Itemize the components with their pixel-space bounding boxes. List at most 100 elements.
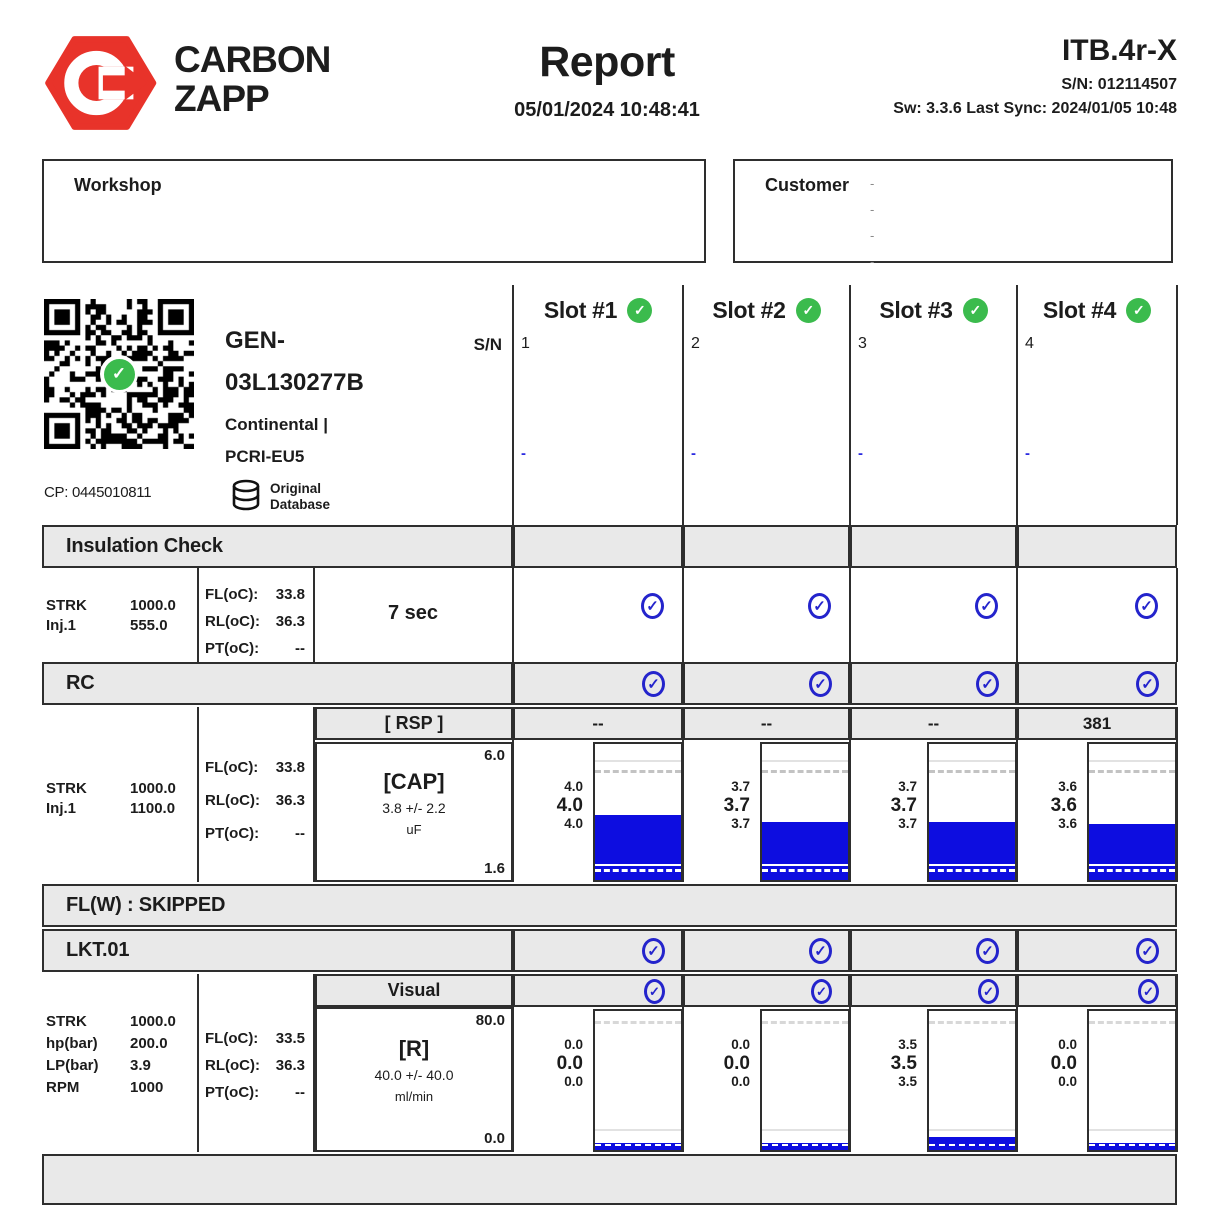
- lower-limit-line: [1089, 1129, 1175, 1131]
- check-ok-icon: ✓: [808, 593, 831, 619]
- lower-limit-line: [929, 864, 1015, 866]
- check-ok-icon: ✓: [809, 938, 832, 964]
- lower-limit-dashed-line: [1089, 869, 1175, 872]
- bar-value-label: 3.7: [898, 779, 917, 794]
- footer-bar: [42, 1154, 1177, 1205]
- lower-limit-dashed-line: [1089, 1144, 1175, 1146]
- slot-pass-icon: ✓: [962, 297, 988, 323]
- slot-serial-number: 4: [1025, 335, 1034, 352]
- slot-divider: [1176, 707, 1178, 882]
- insulation-duration: 7 sec: [387, 602, 439, 624]
- customer-placeholder-rows: - - - -: [870, 171, 874, 275]
- slot-divider: [1176, 974, 1178, 1152]
- brand-line-2: ZAPP: [174, 78, 270, 119]
- brand-line-1: CARBON: [174, 39, 331, 80]
- cap-title: [CAP]: [383, 769, 445, 794]
- bar-value-labels: 4.0 4.0 4.0: [513, 779, 583, 832]
- check-ok-icon: ✓: [975, 593, 998, 619]
- customer-placeholder-dash: -: [870, 228, 875, 243]
- upper-limit-dashed-line: [929, 770, 1015, 773]
- bar-value-labels: 3.6 3.6 3.6: [1017, 779, 1077, 832]
- slot-header-label: Slot #1: [543, 296, 618, 323]
- column-divider: [197, 568, 199, 662]
- slot-divider: [682, 707, 684, 882]
- bar-value-label: 0.0: [556, 1053, 583, 1074]
- injector-cp-code: CP: 0445010811: [44, 484, 152, 501]
- slot-serial-number: 1: [521, 335, 530, 352]
- bar-value-label: 3.7: [723, 795, 750, 816]
- r-temps: FL(oC): 33.5 RL(oC): 36.3 PT(oC): --: [205, 1030, 305, 1101]
- cap-info-box: 6.0 [CAP] 3.8 +/- 2.2 uF 1.6: [315, 742, 513, 882]
- rc-slot-cell: ✓: [850, 662, 1017, 705]
- insulation-params: STRK 1000.0 Inj.1 555.0: [46, 597, 176, 634]
- upper-limit-dashed-line: [595, 770, 681, 773]
- upper-limit-dashed-line: [762, 1021, 848, 1024]
- slot-divider: [1176, 568, 1178, 662]
- insulation-check-cell: ✓: [1135, 593, 1158, 619]
- upper-limit-dashed-line: [1089, 1021, 1175, 1024]
- insulation-check-cell: ✓: [975, 593, 998, 619]
- slot-divider: [1176, 285, 1178, 525]
- slot-header-label: Slot #2: [712, 296, 786, 323]
- bar-panel: [927, 1009, 1017, 1152]
- sn-column-label: S/N: [473, 335, 502, 354]
- bar-value-labels: 3.7 3.7 3.7: [683, 779, 750, 832]
- bar-panel: [1087, 742, 1177, 882]
- bar-value-label: 3.6: [1050, 795, 1077, 816]
- check-ok-icon: ✓: [978, 979, 999, 1004]
- slot-pass-icon: ✓: [1126, 297, 1152, 323]
- slot-pass-icon: ✓: [627, 297, 653, 323]
- bar-value-label: 0.0: [723, 1053, 750, 1074]
- green-check-icon: ✓: [103, 358, 135, 390]
- bar-value-label: 0.0: [1050, 1053, 1077, 1074]
- bar-value-label: 0.0: [1058, 1037, 1077, 1052]
- injector-brand: Continental |: [225, 415, 328, 434]
- slot-header: Slot #3 ✓: [850, 293, 1017, 327]
- visual-slot-cell: ✓: [513, 974, 683, 1007]
- slot-header: Slot #1 ✓: [513, 293, 683, 327]
- column-divider: [313, 568, 315, 662]
- upper-limit-dashed-line: [1089, 770, 1175, 773]
- lkt-slot-cell: ✓: [850, 929, 1017, 972]
- slot-pass-icon: ✓: [795, 297, 821, 323]
- check-ok-icon: ✓: [976, 938, 999, 964]
- bar-value-label: 0.0: [731, 1074, 750, 1089]
- slot-header-label: Slot #4: [1042, 296, 1117, 323]
- slot-divider: [682, 974, 684, 1152]
- customer-box: Customer - - - -: [733, 159, 1173, 269]
- check-ok-icon: ✓: [1138, 979, 1159, 1004]
- rc-title: RC: [66, 672, 95, 694]
- upper-limit-line: [595, 760, 681, 762]
- bar-panel: [927, 742, 1017, 882]
- lower-limit-line: [762, 864, 848, 866]
- upper-limit-line: [762, 760, 848, 762]
- column-divider: [197, 974, 199, 1152]
- slot-divider: [512, 568, 514, 662]
- bar-value-label: 0.0: [1058, 1074, 1077, 1089]
- cap-unit: uF: [406, 822, 422, 837]
- report-datetime: 05/01/2024 10:48:41: [514, 99, 700, 121]
- rc-slot-cell: ✓: [683, 662, 850, 705]
- db-label-line2: Database: [270, 497, 331, 512]
- check-ok-icon: ✓: [1136, 938, 1159, 964]
- r-title: [R]: [398, 1036, 430, 1061]
- bar-panel: [760, 1009, 850, 1152]
- column-divider: [197, 707, 199, 882]
- bar-panel: [1087, 1009, 1177, 1152]
- slot-divider: [682, 568, 684, 662]
- check-ok-icon: ✓: [641, 593, 664, 619]
- check-ok-icon: ✓: [644, 979, 665, 1004]
- lkt-slot-cell: ✓: [683, 929, 850, 972]
- bar-panel: [593, 1009, 683, 1152]
- r-info-box: 80.0 [R] 40.0 +/- 40.0 ml/min 0.0: [315, 1007, 513, 1152]
- slot-header-label: Slot #3: [879, 296, 953, 323]
- check-ok-icon: ✓: [976, 671, 999, 697]
- bar-value-labels: 0.0 0.0 0.0: [1017, 1037, 1077, 1090]
- rc-slot-cell: ✓: [1017, 662, 1177, 705]
- page-title: Report: [539, 38, 675, 86]
- rc-temps: FL(oC): 33.8 RL(oC): 36.3 PT(oC): --: [205, 759, 305, 842]
- lower-limit-dashed-line: [929, 1144, 1015, 1146]
- rsp-value-cell: 381: [1017, 707, 1177, 740]
- customer-placeholder-dash: -: [870, 254, 875, 269]
